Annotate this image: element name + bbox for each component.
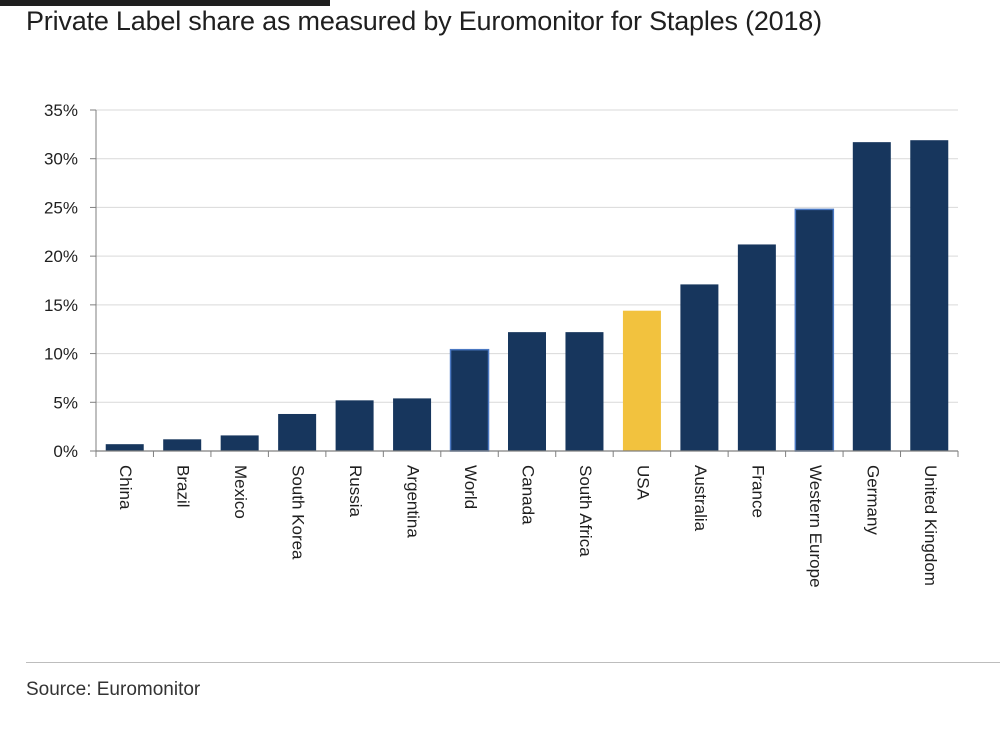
x-tick-label: South Africa [576, 465, 595, 557]
x-tick-label: United Kingdom [921, 465, 940, 586]
y-tick-label: 10% [44, 345, 78, 364]
x-tick-label: Germany [863, 465, 882, 535]
y-tick-label: 15% [44, 296, 78, 315]
bar-world [449, 348, 490, 452]
footer-divider [26, 662, 1000, 663]
x-tick-label: USA [633, 465, 652, 501]
y-tick-label: 5% [53, 393, 78, 412]
x-tick-label: Brazil [174, 465, 193, 508]
x-tick-label: Mexico [231, 465, 250, 519]
chart-title: Private Label share as measured by Eurom… [26, 6, 822, 36]
x-tick-label: South Korea [289, 465, 308, 560]
y-tick-label: 25% [44, 198, 78, 217]
x-tick-label: France [748, 465, 767, 518]
cropped-heading-fragment [0, 0, 330, 6]
bar-china [105, 444, 144, 451]
bar-russia [335, 400, 374, 451]
x-tick-label: China [116, 465, 135, 510]
x-tick-label: Australia [691, 465, 710, 532]
x-tick-label: Argentina [404, 465, 423, 538]
y-tick-label: 0% [53, 442, 78, 461]
x-tick-label: Canada [519, 465, 538, 525]
y-tick-label: 35% [44, 101, 78, 120]
bar-united-kingdom [910, 140, 949, 451]
bar-brazil [163, 439, 202, 451]
y-tick-label: 20% [44, 247, 78, 266]
bar-western-europe [794, 208, 835, 452]
bar-south-korea [278, 413, 317, 451]
bar-argentina [393, 398, 432, 451]
bar-south-africa [565, 332, 604, 451]
bar-australia [680, 284, 719, 451]
y-tick-label: 30% [44, 150, 78, 169]
bar-chart: 0% 5% 10% 15% 20% 25% 30% 35% China Brazil Mexico… [44, 101, 959, 588]
bar-usa [622, 310, 661, 451]
bar-canada [508, 332, 546, 451]
bar-france [737, 244, 776, 451]
bar-germany [852, 142, 891, 451]
x-tick-label: Western Europe [806, 465, 825, 588]
bar-mexico [220, 435, 259, 451]
source-note: Source: Euromonitor [26, 679, 201, 700]
x-tick-label: Russia [346, 465, 365, 518]
x-tick-label: World [461, 465, 480, 509]
